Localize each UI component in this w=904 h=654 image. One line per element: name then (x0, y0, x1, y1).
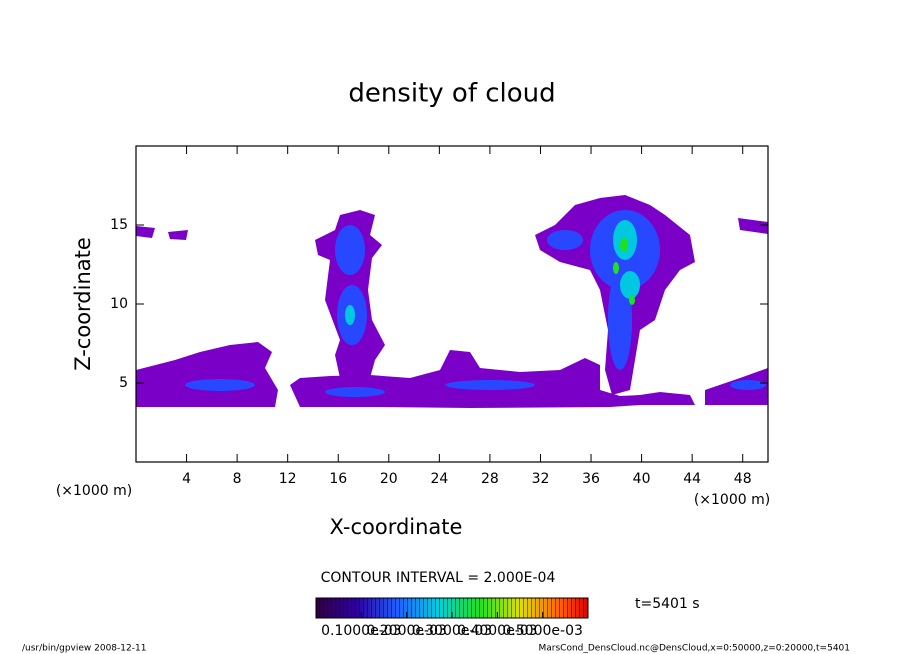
colorbar-tick-label: 0.4000e-03 (457, 623, 537, 639)
cloud-field (136, 195, 768, 408)
x-tick-label: 44 (683, 471, 701, 487)
x-tick-label: 24 (430, 471, 448, 487)
footer-left: /usr/bin/gpview 2008-12-11 (22, 644, 146, 654)
x-tick-label: 32 (532, 471, 550, 487)
colorbar-tick-label: 0.5000e-03 (502, 623, 582, 639)
colorbar-tick-label: 0.1000e-03 (321, 623, 401, 639)
x-tick-label: 12 (279, 471, 297, 487)
footer-right: MarsCond_DensCloud.nc@DensCloud,x=0:5000… (539, 644, 851, 654)
chart-title: density of cloud (348, 79, 555, 109)
time-label: t=5401 s (635, 596, 700, 612)
x-tick-label: 28 (481, 471, 499, 487)
contour-interval: CONTOUR INTERVAL = 2.000E-04 (321, 570, 556, 586)
x-axis-label: X-coordinate (330, 515, 463, 539)
y-units: (×1000 m) (56, 483, 132, 499)
x-tick-label: 8 (233, 471, 242, 487)
plot-frame (135, 145, 769, 463)
colorbar-tick-label: 0.3000e-03 (412, 623, 492, 639)
colorbar-tick-label: 0.2000e-03 (366, 623, 446, 639)
cloud-core (613, 238, 635, 305)
y-tick-label: 15 (110, 217, 128, 233)
x-tick-label: 36 (582, 471, 600, 487)
x-units: (×1000 m) (694, 492, 770, 508)
x-tick-label: 48 (734, 471, 752, 487)
y-axis-label: Z-coordinate (71, 237, 95, 371)
y-tick-label: 10 (110, 296, 128, 312)
x-tick-label: 16 (329, 471, 347, 487)
y-tick-label: 5 (119, 375, 128, 391)
cloud-region (136, 342, 278, 407)
x-tick-label: 40 (633, 471, 651, 487)
cloud-region (290, 350, 695, 408)
x-tick-label: 20 (380, 471, 398, 487)
x-tick-label: 4 (182, 471, 191, 487)
